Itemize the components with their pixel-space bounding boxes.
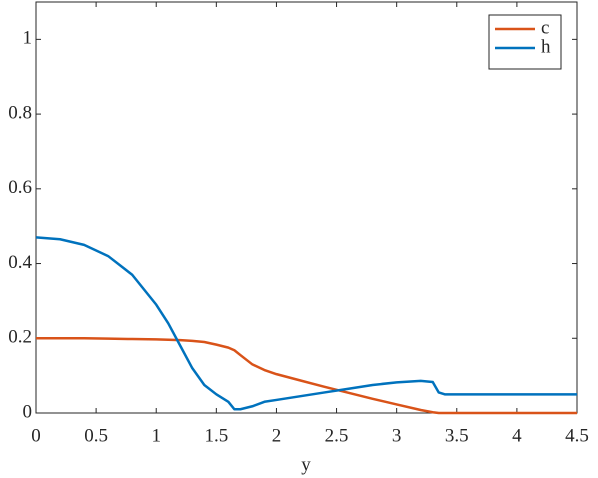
x-tick-label: 1 bbox=[151, 425, 161, 446]
x-tick-label: 4 bbox=[512, 425, 522, 446]
y-tick-label: 0.8 bbox=[8, 102, 32, 123]
x-tick-label: 2 bbox=[272, 425, 282, 446]
y-tick-label: 0.6 bbox=[8, 177, 32, 198]
series-line bbox=[35, 236, 577, 411]
legend-box bbox=[488, 14, 562, 70]
x-tick-label: 2.5 bbox=[325, 425, 349, 446]
y-tick-label: 0 bbox=[23, 401, 33, 422]
y-tick-label: 0.4 bbox=[8, 252, 32, 273]
x-tick-label: 0 bbox=[31, 425, 41, 446]
y-tick-label: 1 bbox=[23, 28, 33, 49]
x-tick-label: 4.5 bbox=[565, 425, 589, 446]
x-axis-label: y bbox=[301, 454, 311, 475]
legend-label: h bbox=[541, 36, 551, 57]
series-line bbox=[36, 337, 577, 415]
x-tick-label: 1.5 bbox=[204, 425, 228, 446]
x-tick-label: 3 bbox=[392, 425, 402, 446]
legend-label: c bbox=[541, 17, 549, 38]
x-tick-label: 3.5 bbox=[445, 425, 469, 446]
plot-frame bbox=[35, 1, 578, 414]
y-tick-label: 0.2 bbox=[8, 327, 32, 348]
x-tick-label: 0.5 bbox=[84, 425, 108, 446]
